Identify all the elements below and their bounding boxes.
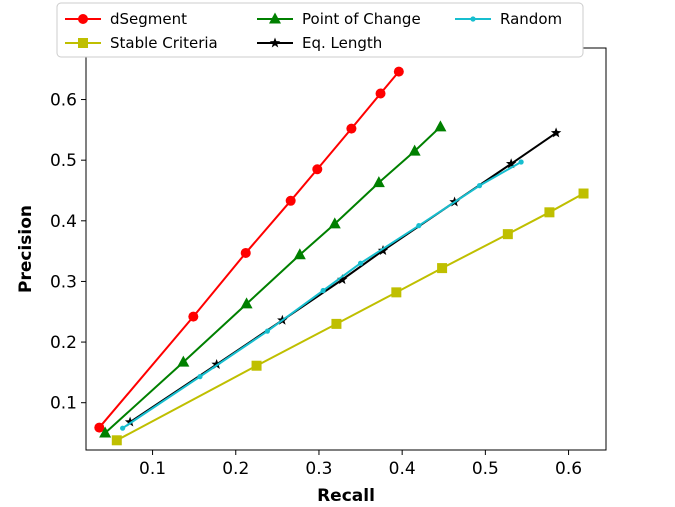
data-point-stable-criteria <box>437 263 448 274</box>
data-point-dsegment <box>188 311 199 322</box>
data-point-point-of-change <box>240 297 253 309</box>
plot-frame <box>85 47 607 451</box>
x-axis: 0.1 0.2 0.3 0.4 0.5 0.6 <box>139 450 582 479</box>
y-tick-label: 0.2 <box>50 333 77 353</box>
data-point-random <box>320 287 326 294</box>
data-point-eq-length <box>505 158 517 169</box>
legend-marker <box>78 14 88 24</box>
legend-marker <box>269 37 281 48</box>
series-dsegment <box>94 66 404 433</box>
legend-item-random: Random <box>455 10 562 28</box>
data-point-stable-criteria <box>578 188 589 199</box>
x-tick-label: 0.6 <box>555 459 582 479</box>
plot-area <box>85 47 607 451</box>
data-point-eq-length <box>377 245 389 255</box>
x-tick-label: 0.1 <box>139 459 166 479</box>
y-axis: 0.1 0.2 0.3 0.4 0.5 0.6 <box>50 91 86 414</box>
data-point-stable-criteria <box>502 229 513 240</box>
legend-frame <box>56 2 584 58</box>
data-point-random <box>416 223 422 229</box>
legend-label: Random <box>500 10 562 28</box>
data-point-eq-length <box>550 127 562 138</box>
legend-marker <box>470 16 476 22</box>
series-layer <box>94 66 589 446</box>
data-point-random <box>476 183 483 189</box>
y-tick-label: 0.6 <box>50 91 77 111</box>
series-line-point-of-change <box>104 126 442 434</box>
data-point-dsegment <box>312 164 323 175</box>
series-line-dsegment <box>98 71 400 429</box>
data-point-dsegment <box>285 195 296 206</box>
legend-label: Eq. Length <box>302 34 382 52</box>
data-point-dsegment <box>94 422 105 433</box>
x-tick-label: 0.5 <box>472 459 499 479</box>
legend-item-eq-length: Eq. Length <box>257 34 382 52</box>
data-point-random <box>357 260 364 266</box>
x-tick-label: 0.4 <box>389 459 416 479</box>
legend-item-point-of-change: Point of Change <box>257 10 421 28</box>
data-point-eq-length <box>211 359 222 369</box>
data-point-point-of-change <box>328 217 341 229</box>
x-axis-label: Recall <box>317 486 375 506</box>
series-line-random <box>122 161 522 430</box>
data-point-point-of-change <box>434 120 447 132</box>
y-tick-label: 0.4 <box>50 212 77 232</box>
data-point-point-of-change <box>99 426 112 438</box>
data-point-point-of-change <box>372 176 385 188</box>
data-point-random <box>197 374 203 380</box>
legend-label: Point of Change <box>302 10 421 28</box>
legend-marker <box>78 38 88 48</box>
data-point-stable-criteria <box>544 207 555 218</box>
x-tick-label: 0.2 <box>222 459 249 479</box>
data-point-dsegment <box>393 66 404 77</box>
series-stable-criteria <box>111 188 589 446</box>
y-tick-label: 0.3 <box>50 272 77 292</box>
data-point-dsegment <box>346 123 357 134</box>
data-point-point-of-change <box>177 355 190 367</box>
data-point-point-of-change <box>293 248 306 260</box>
data-point-random <box>120 425 126 431</box>
legend-marker <box>269 12 281 24</box>
legend-label: dSegment <box>110 10 187 28</box>
legend-label: Stable Criteria <box>110 34 218 52</box>
data-point-dsegment <box>240 247 251 258</box>
data-point-eq-length <box>337 274 348 285</box>
series-random <box>120 159 524 431</box>
data-point-random <box>264 328 270 334</box>
data-point-dsegment <box>375 88 386 99</box>
y-tick-label: 0.1 <box>50 394 77 414</box>
y-tick-label: 0.5 <box>50 151 77 171</box>
legend-item-stable-criteria: Stable Criteria <box>65 34 218 52</box>
data-point-eq-length <box>124 416 136 427</box>
series-point-of-change <box>99 120 447 438</box>
y-axis-label: Precision <box>16 205 36 293</box>
data-point-stable-criteria <box>251 360 262 371</box>
data-point-stable-criteria <box>111 435 122 446</box>
data-point-stable-criteria <box>331 318 342 329</box>
data-point-stable-criteria <box>391 287 402 298</box>
legend: dSegment Stable Criteria Point of Change Eq… <box>56 2 584 58</box>
legend-item-dsegment: dSegment <box>65 10 187 28</box>
x-tick-label: 0.3 <box>305 459 332 479</box>
data-point-random <box>518 159 524 165</box>
data-point-point-of-change <box>408 144 421 156</box>
series-line-stable-criteria <box>116 192 585 442</box>
